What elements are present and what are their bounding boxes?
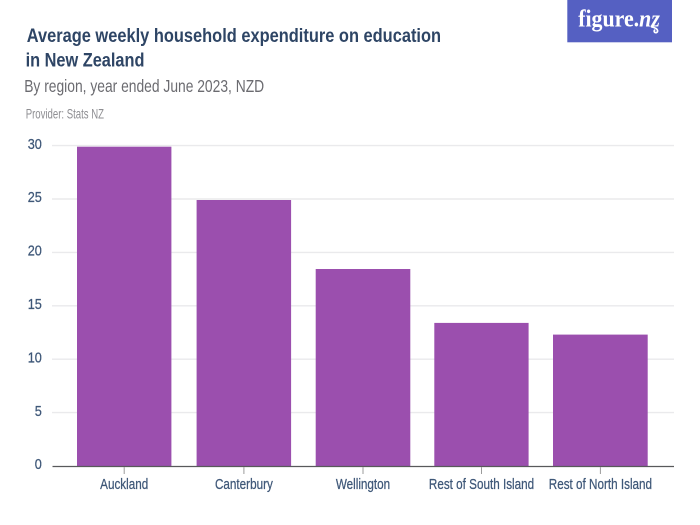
svg-text:Wellington: Wellington — [336, 475, 390, 492]
svg-text:By region, year ended June 202: By region, year ended June 2023, NZD — [24, 76, 264, 96]
svg-text:Provider: Stats NZ: Provider: Stats NZ — [26, 107, 104, 122]
svg-text:10: 10 — [28, 348, 42, 365]
svg-text:Rest of South Island: Rest of South Island — [429, 475, 534, 492]
svg-text:figure.nz: figure.nz — [578, 6, 660, 32]
svg-text:20: 20 — [28, 242, 42, 259]
svg-text:in New Zealand: in New Zealand — [26, 49, 145, 70]
svg-text:0: 0 — [35, 455, 42, 472]
svg-text:15: 15 — [28, 295, 42, 312]
svg-text:Auckland: Auckland — [100, 475, 148, 492]
svg-text:Average weekly household expen: Average weekly household expenditure on … — [27, 25, 441, 46]
svg-text:Canterbury: Canterbury — [215, 475, 273, 492]
svg-text:5: 5 — [35, 402, 42, 419]
svg-text:Rest of North Island: Rest of North Island — [549, 475, 652, 492]
svg-text:30: 30 — [28, 135, 42, 152]
svg-text:25: 25 — [28, 188, 42, 205]
